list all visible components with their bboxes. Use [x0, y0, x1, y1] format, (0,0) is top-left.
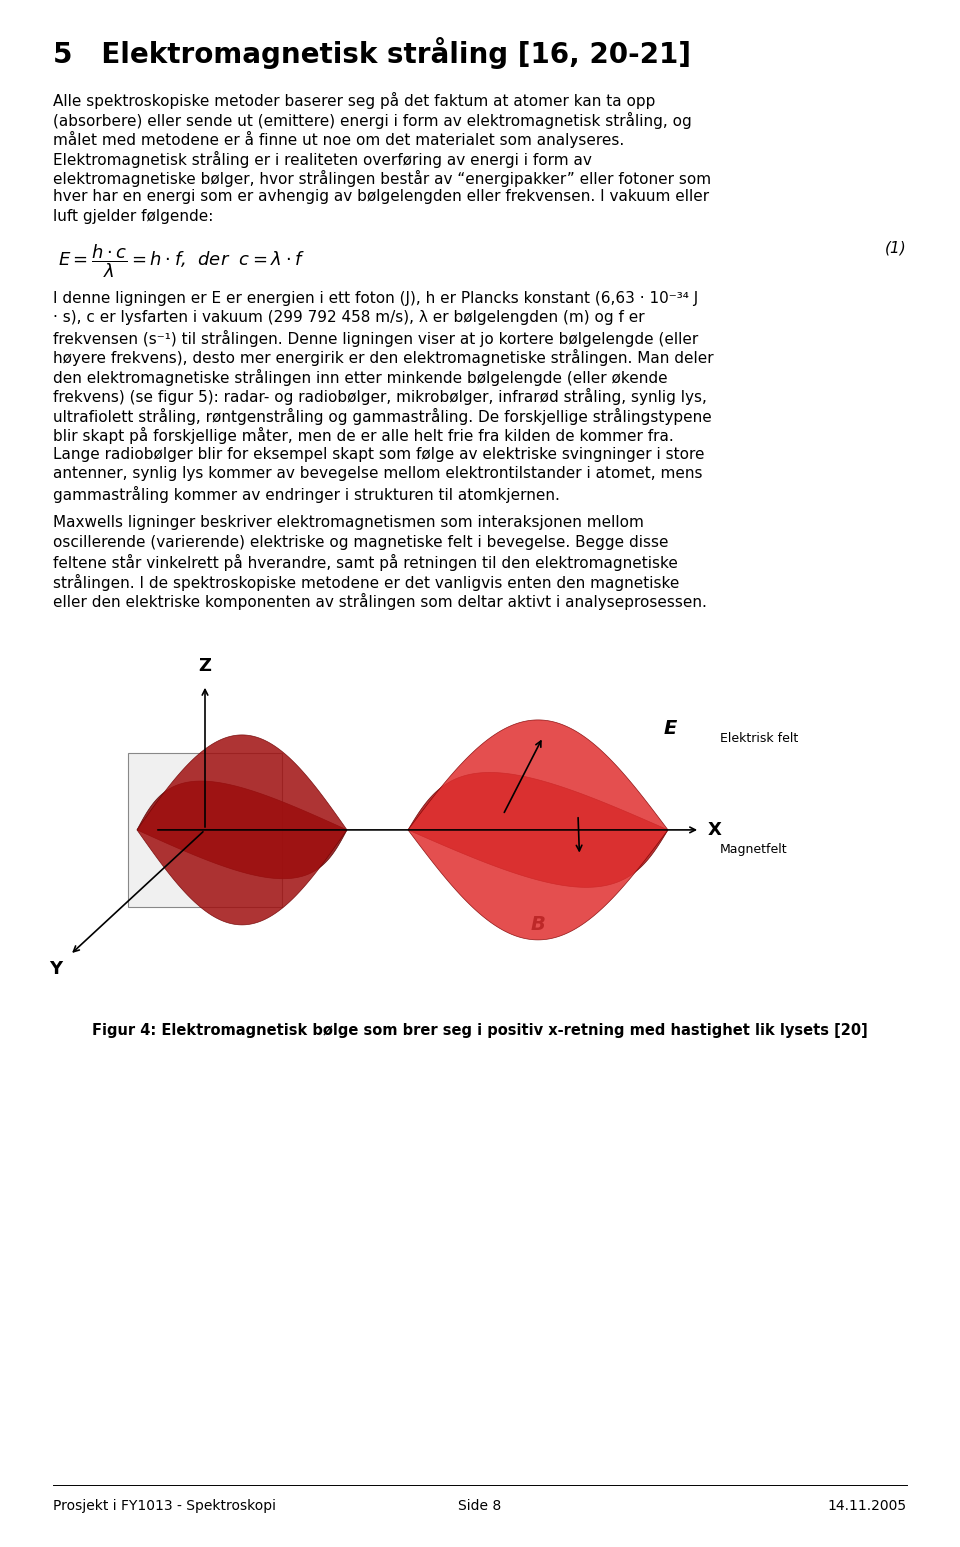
Text: X: X: [708, 821, 722, 838]
Polygon shape: [408, 772, 668, 888]
Text: Lange radiobølger blir for eksempel skapt som følge av elektriske svingninger i : Lange radiobølger blir for eksempel skap…: [53, 447, 705, 461]
Polygon shape: [137, 781, 347, 879]
Text: antenner, synlig lys kommer av bevegelse mellom elektrontilstander i atomet, men: antenner, synlig lys kommer av bevegelse…: [53, 466, 703, 481]
Text: Y: Y: [49, 959, 62, 978]
Text: Z: Z: [199, 657, 211, 674]
Text: (absorbere) eller sende ut (emittere) energi i form av elektromagnetisk stråling: (absorbere) eller sende ut (emittere) en…: [53, 111, 692, 128]
Text: Alle spektroskopiske metoder baserer seg på det faktum at atomer kan ta opp: Alle spektroskopiske metoder baserer seg…: [53, 91, 656, 108]
Text: B: B: [531, 914, 545, 934]
Text: luft gjelder følgende:: luft gjelder følgende:: [53, 209, 213, 224]
Text: Figur 4: Elektromagnetisk bølge som brer seg i positiv x-retning med hastighet l: Figur 4: Elektromagnetisk bølge som brer…: [92, 1023, 868, 1038]
Polygon shape: [137, 735, 347, 925]
Text: frekvensen (s⁻¹) til strålingen. Denne ligningen viser at jo kortere bølgelengde: frekvensen (s⁻¹) til strålingen. Denne l…: [53, 330, 698, 347]
Text: feltene står vinkelrett på hverandre, samt på retningen til den elektromagnetisk: feltene står vinkelrett på hverandre, sa…: [53, 554, 678, 571]
Text: gammastråling kommer av endringer i strukturen til atomkjernen.: gammastråling kommer av endringer i stru…: [53, 486, 560, 503]
Text: målet med metodene er å finne ut noe om det materialet som analyseres.: målet med metodene er å finne ut noe om …: [53, 131, 624, 149]
Text: (1): (1): [885, 240, 907, 255]
Text: · s), c er lysfarten i vakuum (299 792 458 m/s), λ er bølgelengden (m) og f er: · s), c er lysfarten i vakuum (299 792 4…: [53, 309, 644, 325]
Polygon shape: [128, 753, 282, 907]
Text: Elektrisk felt: Elektrisk felt: [720, 732, 799, 746]
Text: $E = \dfrac{h \cdot c}{\lambda} = h \cdot f$,  der  $c = \lambda \cdot f$: $E = \dfrac{h \cdot c}{\lambda} = h \cdo…: [58, 243, 305, 280]
Text: Maxwells ligninger beskriver elektromagnetismen som interaksjonen mellom: Maxwells ligninger beskriver elektromagn…: [53, 515, 644, 531]
Text: elektromagnetiske bølger, hvor strålingen består av “energipakker” eller fotoner: elektromagnetiske bølger, hvor strålinge…: [53, 170, 711, 187]
Text: 14.11.2005: 14.11.2005: [828, 1499, 907, 1513]
Text: 5   Elektromagnetisk stråling [16, 20-21]: 5 Elektromagnetisk stråling [16, 20-21]: [53, 37, 691, 70]
Text: Prosjekt i FY1013 - Spektroskopi: Prosjekt i FY1013 - Spektroskopi: [53, 1499, 276, 1513]
Text: den elektromagnetiske strålingen inn etter minkende bølgelengde (eller økende: den elektromagnetiske strålingen inn ett…: [53, 368, 667, 385]
Polygon shape: [408, 719, 668, 941]
Text: I denne ligningen er E er energien i ett foton (J), h er Plancks konstant (6,63 : I denne ligningen er E er energien i ett…: [53, 291, 698, 305]
Text: eller den elektriske komponenten av strålingen som deltar aktivt i analyseproses: eller den elektriske komponenten av strå…: [53, 593, 707, 610]
Text: ultrafiolett stråling, røntgenstråling og gammastråling. De forskjellige strålin: ultrafiolett stråling, røntgenstråling o…: [53, 407, 711, 424]
Text: Side 8: Side 8: [458, 1499, 502, 1513]
Text: strålingen. I de spektroskopiske metodene er det vanligvis enten den magnetiske: strålingen. I de spektroskopiske metoden…: [53, 574, 680, 591]
Text: Elektromagnetisk stråling er i realiteten overføring av energi i form av: Elektromagnetisk stråling er i realitete…: [53, 150, 592, 167]
Text: høyere frekvens), desto mer energirik er den elektromagnetiske strålingen. Man d: høyere frekvens), desto mer energirik er…: [53, 350, 713, 367]
Text: hver har en energi som er avhengig av bølgelengden eller frekvensen. I vakuum el: hver har en energi som er avhengig av bø…: [53, 189, 709, 204]
Text: oscillerende (varierende) elektriske og magnetiske felt i bevegelse. Begge disse: oscillerende (varierende) elektriske og …: [53, 535, 668, 549]
Text: E: E: [663, 719, 677, 738]
Text: Magnetfelt: Magnetfelt: [720, 843, 787, 857]
Text: frekvens) (se figur 5): radar- og radiobølger, mikrobølger, infrarød stråling, s: frekvens) (se figur 5): radar- og radiob…: [53, 388, 707, 405]
Text: blir skapt på forskjellige måter, men de er alle helt frie fra kilden de kommer : blir skapt på forskjellige måter, men de…: [53, 427, 674, 444]
